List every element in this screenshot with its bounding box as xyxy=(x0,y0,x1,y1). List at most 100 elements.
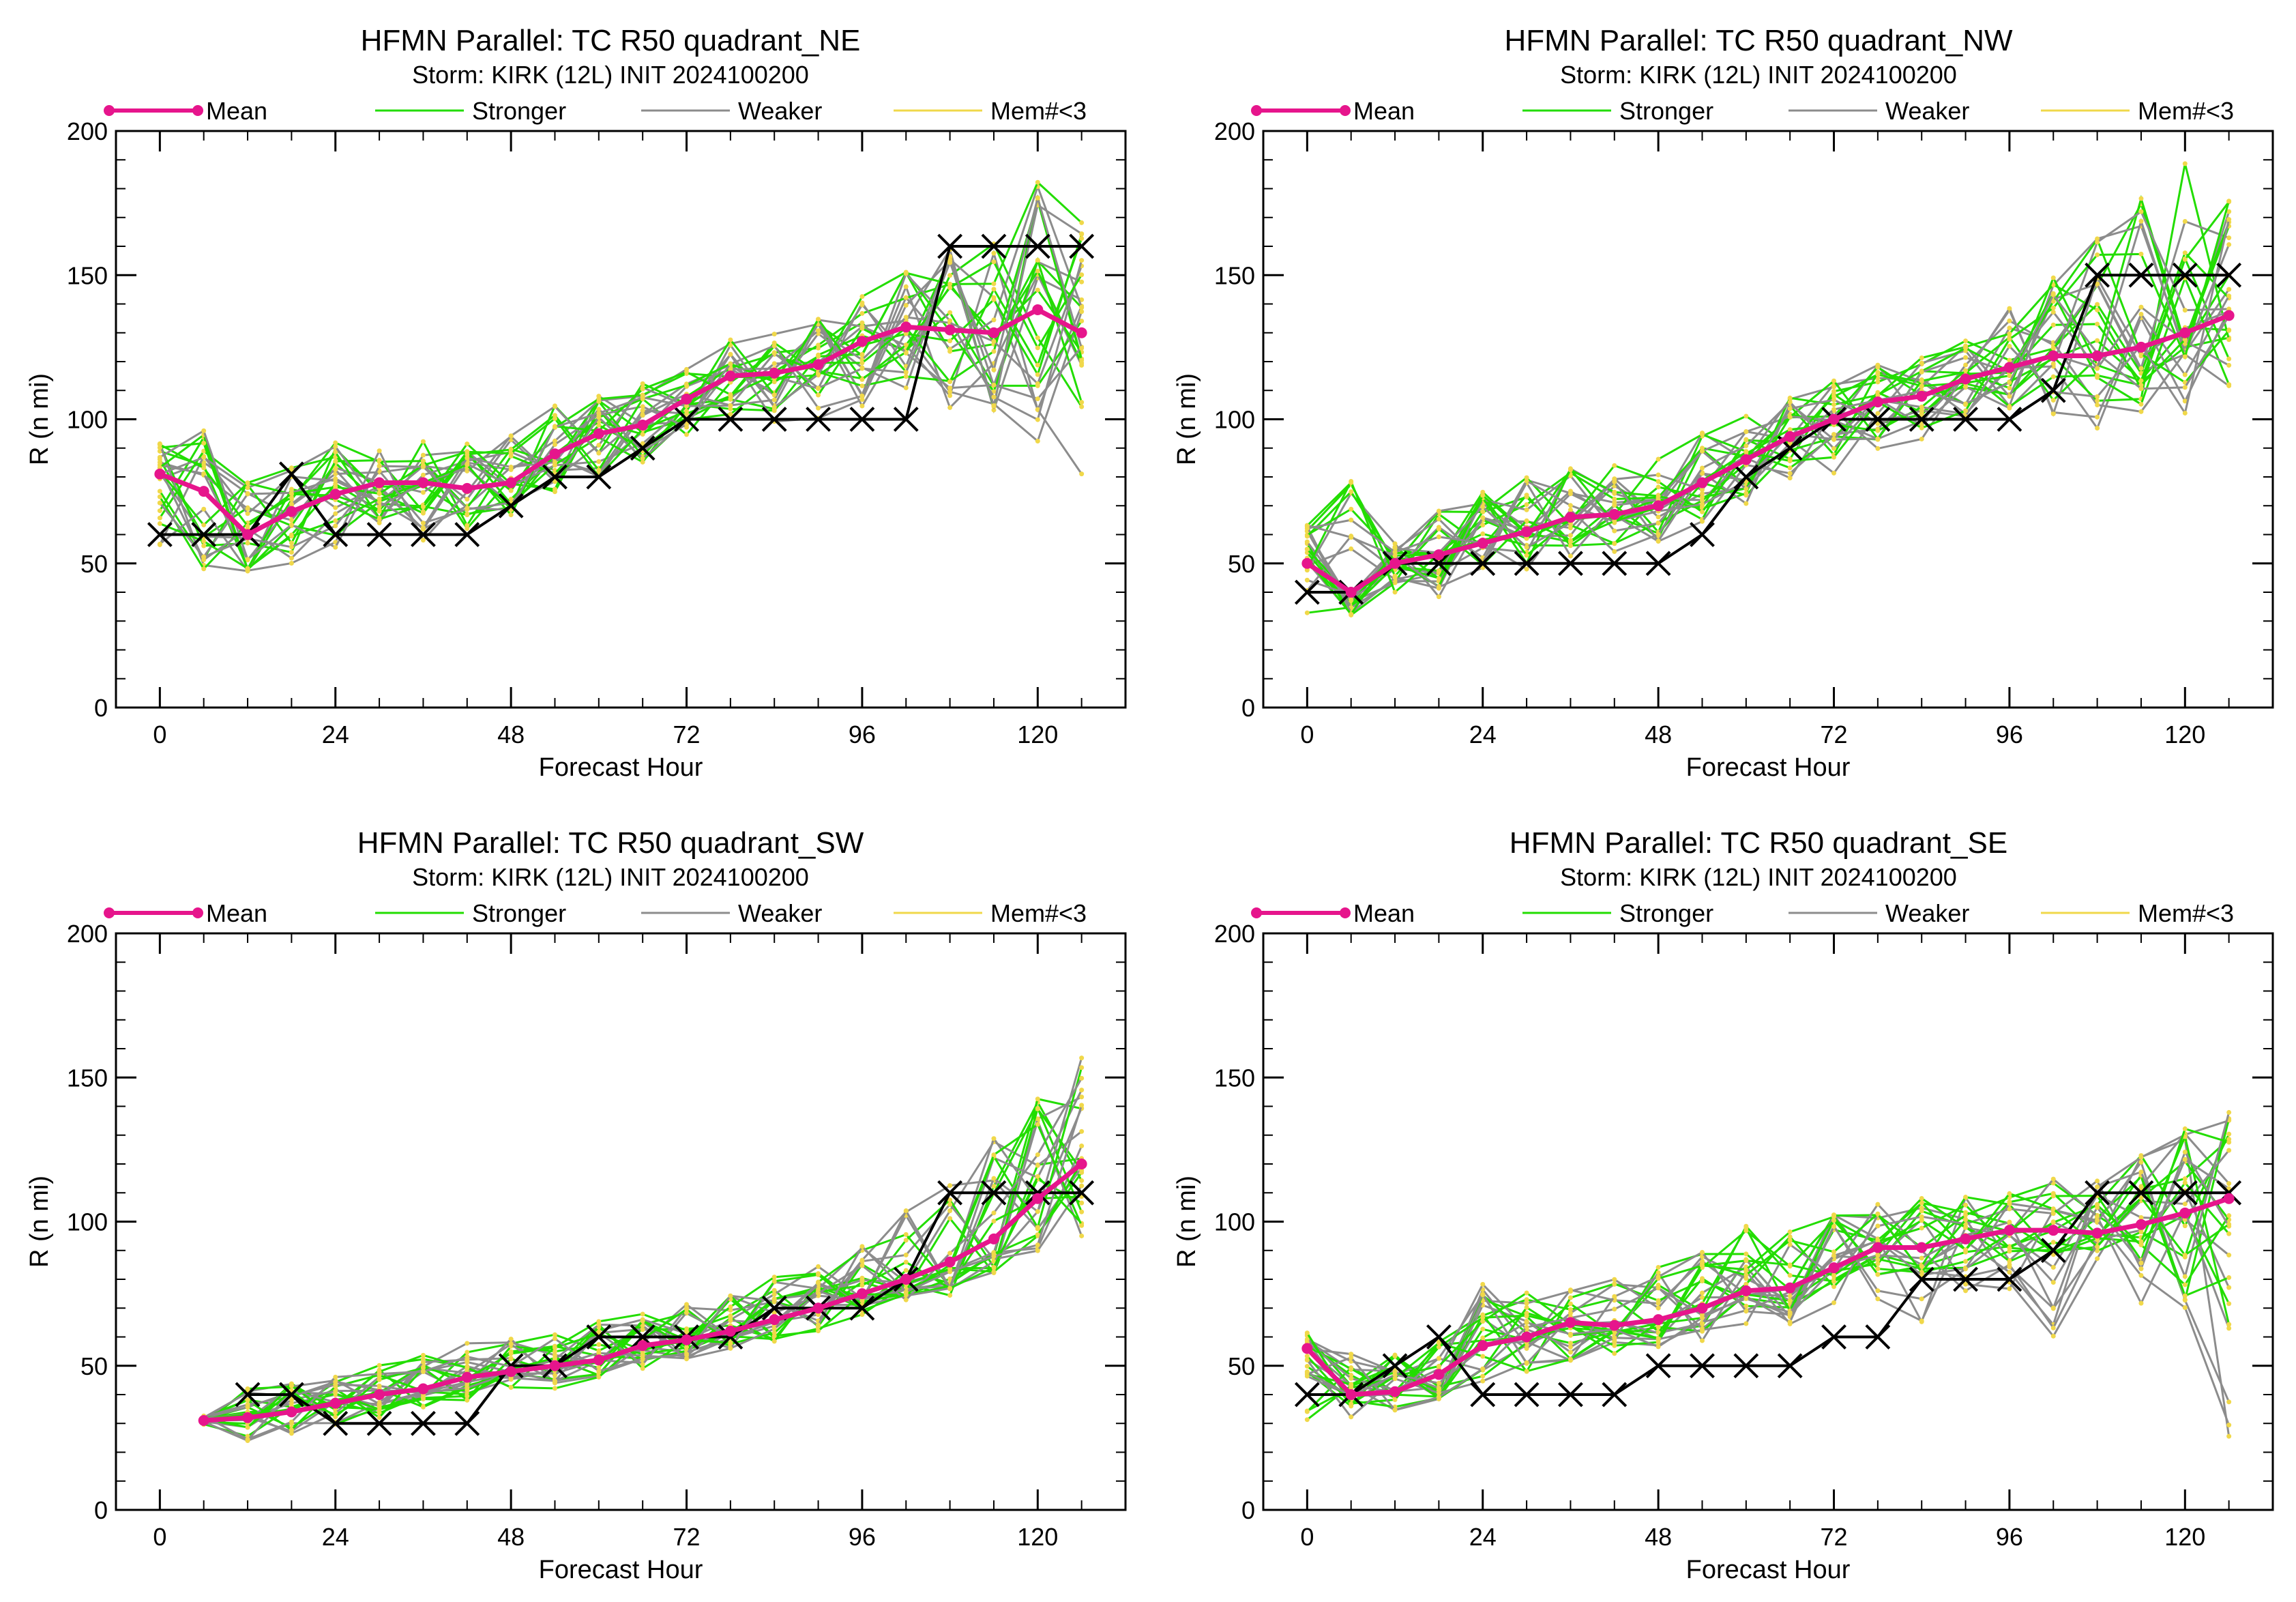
member-point xyxy=(991,349,997,354)
member-point xyxy=(552,486,557,492)
member-point xyxy=(465,449,470,454)
member-point xyxy=(947,1183,953,1189)
member-point xyxy=(1743,501,1749,506)
member-line xyxy=(1306,1181,2230,1408)
mean-point xyxy=(1653,500,1664,512)
mean-point xyxy=(1784,431,1796,442)
member-point xyxy=(1831,1284,1837,1290)
member-point xyxy=(1392,553,1398,559)
legend-label: Mean xyxy=(206,97,267,125)
member-point xyxy=(2138,366,2144,371)
x-axis-label: Forecast Hour xyxy=(1686,1556,1851,1584)
member-point xyxy=(1079,1128,1085,1134)
member-point xyxy=(289,550,294,555)
member-point xyxy=(508,450,514,456)
member-point xyxy=(1743,1303,1749,1309)
member-point xyxy=(1699,509,1705,514)
member-point xyxy=(903,315,909,320)
member-point xyxy=(2182,1223,2188,1229)
member-point xyxy=(684,432,690,437)
member-point xyxy=(1568,491,1573,497)
member-point xyxy=(596,1342,602,1348)
member-point xyxy=(1035,195,1040,201)
member-point xyxy=(2226,1326,2232,1331)
best-track-line xyxy=(1307,274,2229,594)
y-tick-label: 150 xyxy=(1214,1064,1255,1092)
member-point xyxy=(508,433,514,439)
best-track-marker xyxy=(1069,1180,1095,1206)
member-point xyxy=(552,1349,557,1354)
member-point xyxy=(2182,410,2188,416)
member-point xyxy=(771,351,777,356)
member-point xyxy=(2226,1253,2232,1258)
member-point xyxy=(903,1290,909,1295)
legend-marker xyxy=(1251,907,1262,918)
mean-point xyxy=(1521,1331,1533,1343)
member-point xyxy=(771,332,777,337)
member-point xyxy=(1480,531,1486,536)
best-track-marker xyxy=(1733,464,1759,490)
member-point xyxy=(1035,257,1040,263)
x-tick-label: 96 xyxy=(1996,1523,2023,1551)
member-point xyxy=(1787,471,1793,476)
member-point xyxy=(1349,489,1354,495)
member-point xyxy=(289,560,294,566)
mean-point xyxy=(1565,512,1576,523)
x-tick-label: 0 xyxy=(153,720,166,748)
member-point xyxy=(1831,1218,1837,1223)
member-point xyxy=(1919,1225,1924,1231)
member-point xyxy=(1963,1202,1969,1208)
mean-point xyxy=(505,477,517,489)
member-point xyxy=(1831,437,1837,442)
member-point xyxy=(2226,1275,2232,1280)
member-point xyxy=(1743,1276,1749,1281)
x-tick-label: 0 xyxy=(153,1523,166,1551)
member-point xyxy=(333,476,338,482)
member-point xyxy=(596,1322,602,1327)
y-axis-label: R (n mi) xyxy=(25,373,54,465)
member-point xyxy=(2138,1260,2144,1266)
member-point xyxy=(2138,1169,2144,1175)
member-point xyxy=(201,448,207,454)
member-point xyxy=(1035,372,1040,377)
ensemble-members xyxy=(1304,1109,2232,1439)
member-point xyxy=(1787,1229,1793,1235)
member-point xyxy=(1392,546,1398,551)
member-line xyxy=(159,247,1083,546)
member-point xyxy=(596,1374,602,1380)
best-track-marker xyxy=(2085,1180,2110,1206)
member-point xyxy=(1568,1344,1573,1350)
mean-point xyxy=(1872,396,1883,408)
best-track-marker xyxy=(981,1180,1007,1206)
member-point xyxy=(465,1385,470,1390)
best-track-marker xyxy=(1426,1324,1452,1350)
member-point xyxy=(859,294,865,300)
member-point xyxy=(1392,1372,1398,1378)
member-point xyxy=(1035,1232,1040,1238)
member-point xyxy=(465,1359,470,1365)
best-track-marker xyxy=(1558,551,1583,577)
member-point xyxy=(1787,406,1793,411)
member-point xyxy=(991,1176,997,1181)
member-point xyxy=(771,1310,777,1315)
chart-title: HFMN Parallel: TC R50 quadrant_SW xyxy=(357,826,864,860)
member-point xyxy=(1875,392,1881,398)
member-point xyxy=(816,1328,821,1334)
member-point xyxy=(2007,404,2012,409)
member-point xyxy=(508,464,514,469)
member-point xyxy=(1349,1414,1354,1420)
member-point xyxy=(420,504,426,510)
member-point xyxy=(1436,1395,1441,1400)
member-point xyxy=(1963,355,1969,360)
mean-point xyxy=(1828,413,1840,425)
member-point xyxy=(1919,1318,1924,1324)
chart-title: HFMN Parallel: TC R50 quadrant_NE xyxy=(361,24,861,57)
member-point xyxy=(2095,366,2100,371)
best-track-marker xyxy=(235,1382,261,1408)
member-point xyxy=(1436,516,1441,522)
best-track-marker xyxy=(1953,1266,1978,1292)
best-track-marker xyxy=(1733,1353,1759,1379)
member-point xyxy=(728,352,733,358)
best-track-marker xyxy=(2085,262,2110,288)
mean-point xyxy=(1389,1386,1401,1397)
